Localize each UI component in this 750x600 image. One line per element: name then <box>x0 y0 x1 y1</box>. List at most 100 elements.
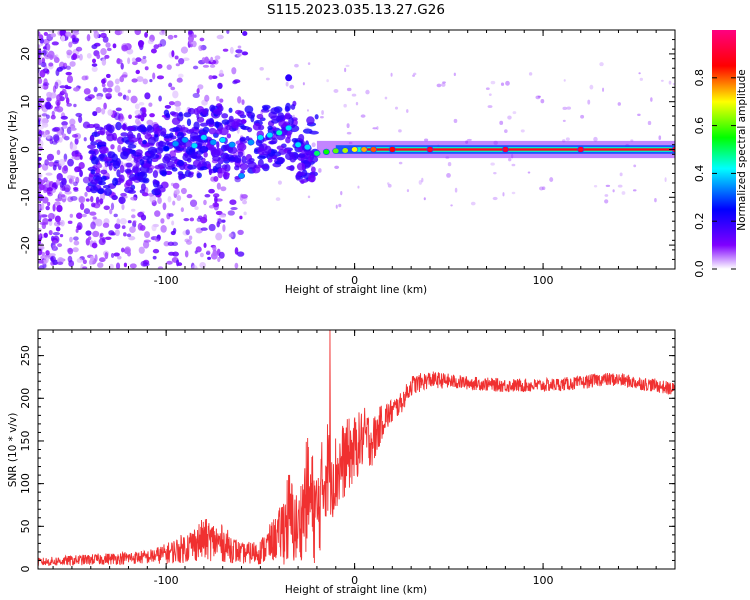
noise-mark <box>38 204 41 211</box>
noise-mark <box>108 230 115 236</box>
band-mark <box>149 153 160 159</box>
noise-mark <box>340 191 343 196</box>
noise-mark <box>99 232 104 237</box>
noise-mark <box>42 50 47 57</box>
noise-mark <box>83 88 91 95</box>
ridge-point <box>275 129 283 136</box>
band-mark <box>127 144 137 149</box>
noise-mark <box>103 102 107 110</box>
band-mark <box>221 119 230 125</box>
spectrogram-x-tick-label: 100 <box>533 274 554 287</box>
band-mark <box>196 150 204 155</box>
noise-mark <box>142 112 147 118</box>
noise-mark <box>106 87 113 93</box>
noise-mark <box>155 238 160 242</box>
noise-mark <box>372 127 378 130</box>
band-mark <box>196 116 205 123</box>
noise-mark <box>96 96 103 100</box>
band-mark <box>199 122 209 127</box>
noise-mark <box>226 30 230 34</box>
noise-mark <box>216 34 224 40</box>
noise-mark <box>109 263 114 269</box>
noise-mark <box>50 255 56 263</box>
band-mark <box>306 116 315 125</box>
noise-mark <box>61 121 68 126</box>
noise-mark <box>117 144 122 153</box>
band-mark <box>115 121 122 131</box>
band-mark <box>209 117 214 125</box>
noise-mark <box>78 53 83 61</box>
noise-mark <box>69 61 76 67</box>
noise-mark <box>41 202 45 211</box>
noise-mark <box>180 187 187 195</box>
snr-panel: -100 0 100 0 50 100 150 200 250 Height of straig… <box>7 329 676 596</box>
band-mark <box>178 173 183 181</box>
noise-mark <box>131 57 136 63</box>
band-mark <box>118 174 125 183</box>
noise-mark <box>106 80 114 88</box>
band-mark <box>152 179 158 185</box>
noise-mark <box>213 193 220 198</box>
band-mark <box>290 103 296 110</box>
noise-mark <box>78 115 83 124</box>
band-mark <box>300 180 305 184</box>
noise-mark <box>86 53 92 59</box>
noise-mark <box>621 191 626 195</box>
noise-mark <box>67 220 73 224</box>
band-mark <box>152 170 159 179</box>
noise-mark <box>46 187 53 192</box>
noise-mark <box>40 61 47 68</box>
noise-mark <box>209 64 216 68</box>
noise-mark <box>76 258 83 263</box>
noise-mark <box>147 39 154 45</box>
noise-mark <box>73 103 77 108</box>
band-mark <box>258 124 265 131</box>
band-mark <box>119 164 125 174</box>
noise-mark <box>71 30 79 37</box>
band-mark <box>237 110 245 117</box>
band-mark <box>285 102 291 112</box>
noise-mark <box>177 262 183 266</box>
noise-mark <box>208 205 215 209</box>
band-mark <box>214 148 224 157</box>
band-mark <box>225 125 232 131</box>
noise-mark <box>230 207 238 211</box>
band-mark <box>245 135 250 142</box>
noise-mark <box>101 78 106 84</box>
band-mark <box>196 172 202 179</box>
band-mark <box>241 125 250 131</box>
noise-mark <box>215 95 220 102</box>
band-mark <box>214 121 220 129</box>
noise-mark <box>65 97 70 105</box>
noise-mark <box>237 229 244 235</box>
noise-mark <box>123 247 131 254</box>
snr-y-tick-label: 150 <box>19 430 32 451</box>
band-mark <box>286 165 295 171</box>
band-mark <box>136 125 147 133</box>
noise-mark <box>60 35 66 42</box>
noise-mark <box>72 247 79 253</box>
noise-mark <box>66 49 73 56</box>
noise-mark <box>76 225 82 231</box>
noise-mark <box>240 194 248 199</box>
noise-mark <box>222 48 229 52</box>
noise-mark <box>196 88 200 94</box>
noise-mark <box>172 90 179 99</box>
noise-mark <box>172 227 177 234</box>
noise-mark <box>44 159 49 166</box>
band-mark <box>241 118 247 125</box>
band-mark <box>296 162 306 171</box>
band-mark <box>214 110 223 116</box>
noise-mark <box>85 230 92 236</box>
ridge-point <box>247 139 255 146</box>
noise-mark <box>490 162 495 166</box>
noise-mark <box>60 194 66 198</box>
band-mark <box>172 126 181 132</box>
band-mark <box>166 160 175 168</box>
noise-mark <box>605 184 611 187</box>
colorbar-gradient <box>712 30 736 269</box>
noise-mark <box>59 233 64 238</box>
noise-mark <box>207 256 212 260</box>
noise-mark <box>117 255 122 260</box>
noise-mark <box>52 134 60 142</box>
